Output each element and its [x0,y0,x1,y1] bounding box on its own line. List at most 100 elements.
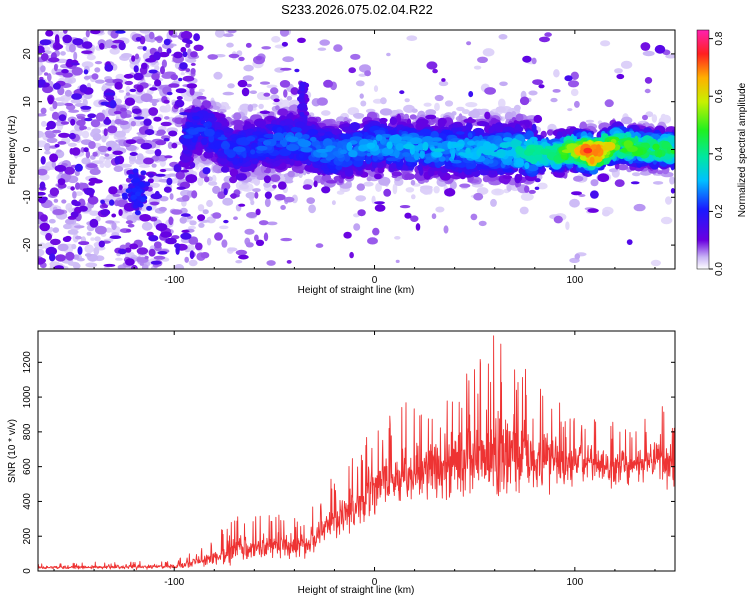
spectrogram-cell [246,83,252,88]
spectrogram-cell [287,170,295,178]
spectrogram-cell [381,147,394,155]
spectrogram-cell [415,223,421,231]
spectrogram-cell [426,61,438,70]
spectrogram-cell [90,30,101,35]
spectrogram-cell [182,195,190,202]
spectrogram-cell [642,50,655,57]
spectrogram-cell [410,215,419,222]
spectrogram-cell [189,161,196,169]
spectrogram-cell [256,145,268,151]
spectrogram-cell [53,43,64,50]
spectrogram-cell [191,190,198,199]
spectrogram-cell [626,239,633,246]
spectrogram-image [38,30,675,269]
spectrogram-cell [573,175,584,182]
spectrogram-cell [70,62,80,66]
spectrogram-cell [39,39,52,46]
spectrogram-cell [64,166,75,175]
spectrogram-cell [406,35,418,41]
spectrogram-cell [399,90,405,95]
spectrogram-cell [65,218,75,225]
spectrogram-cell [476,187,489,195]
spectrogram-cell [52,100,58,110]
spectrogram-cell [70,186,75,191]
spectrogram-cell [159,168,167,173]
spectrogram-cell [339,149,348,155]
spectrogram-cell [134,158,146,165]
spectrogram-cell [54,143,60,148]
spectrogram-cell [389,117,398,125]
spectrogram-cell [45,246,57,256]
spectrogram-cell [428,167,442,172]
spectrogram-cell [107,125,118,134]
spectrogram-cell [133,116,145,120]
spectrogram-cell [148,69,158,74]
spectrogram-cell [132,173,139,179]
spectrogram-cell [198,222,205,228]
spectrogram-cell [132,108,142,114]
spectrogram-cell [126,215,135,222]
spectrogram-cell [130,264,138,269]
spectrogram-cell [669,176,675,185]
spectrogram-cell [286,260,292,264]
spectrogram-cell [434,102,440,112]
spectrogram-cell [644,88,651,94]
spectrogram-cell [186,83,198,89]
spectrogram-cell [645,111,654,118]
spectrogram-cell [136,153,144,161]
spectrogram-cell [494,122,504,131]
spectrogram-cell [465,102,478,108]
spectrogram-cell [141,62,148,70]
spectrogram-cell [198,88,205,93]
spectrogram-cell [301,102,307,108]
spectrogram-cell [184,256,189,263]
spectrogram-cell [270,87,279,95]
spectrogram-cell [277,108,289,116]
spectrogram-cell [550,97,558,103]
spectrogram-cell [484,111,491,120]
spectrogram-cell [91,160,104,165]
spectrogram-cell [263,92,271,97]
spectrogram-cell [565,221,570,230]
spectrogram-cell [83,147,89,153]
spectrogram-cell [180,169,190,173]
spectrogram-cell [340,133,353,141]
spectrogram-cell [564,75,573,82]
spectrogram-cell [499,142,510,149]
spectrogram-cell [107,194,115,199]
spectrogram-cell [254,191,259,199]
spectrogram-cell [323,79,334,88]
spectrogram-cell [88,181,95,186]
spectrogram-cell [233,112,242,121]
spectrogram-cell [110,44,118,49]
spectrogram-cell [274,194,286,201]
spectrogram-cell [395,259,400,263]
spectrogram-cell [154,79,162,87]
spectrogram-cell [164,155,173,159]
spectrogram-cell [186,39,193,45]
spectrogram-cell [614,179,625,188]
spectrogram-cell [168,83,180,88]
spectrogram-cell [352,113,365,118]
spectrogram-cell [374,204,386,212]
spectrogram-cell [197,214,206,222]
spectrogram-cell [202,167,211,175]
spectrogram-cell [103,128,108,137]
spectrogram-cell [49,226,54,233]
spectrogram-cell [538,84,545,89]
spectrogram-cell [179,216,187,224]
spectrogram-cell [300,86,306,92]
spectrogram-cell [135,191,141,197]
spectrogram-cell [46,137,58,144]
spectrogram-cell [409,137,423,145]
spectrogram-cell [101,134,107,143]
spectrogram-cell [192,116,200,120]
spectrogram-cell [235,173,248,181]
spectrogram-cell [155,173,166,177]
spectrogram-cell [38,130,44,138]
spectrogram-cell [201,137,208,146]
spectrogram-cell [519,206,529,215]
spectrogram-cell [255,56,262,61]
spectrogram-cell [425,114,437,120]
spectrogram-cell [84,244,94,254]
